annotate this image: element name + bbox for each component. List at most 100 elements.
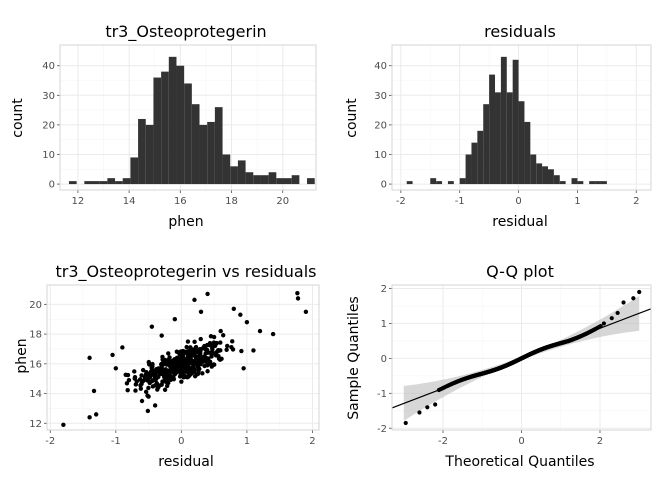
histogram-residuals-bars	[406, 56, 607, 185]
qq-point	[433, 402, 438, 407]
scatter-point	[241, 366, 246, 371]
scatter-point	[133, 382, 139, 387]
scatter-point	[140, 367, 146, 373]
histogram-bar	[524, 121, 531, 185]
scatter-point	[189, 368, 195, 373]
qq-plot-plot-area: -2 0 2 -2 -1 0 1 2	[377, 284, 652, 447]
scatter-point	[192, 353, 198, 359]
scatter-point	[162, 368, 168, 373]
scatter-point	[197, 348, 202, 353]
x-tick-label: 1	[244, 436, 250, 447]
scatter-point	[160, 371, 165, 377]
scatter-point	[164, 380, 170, 386]
scatter-point	[87, 355, 92, 361]
histogram-bar	[168, 56, 177, 185]
histogram-bar	[207, 121, 215, 185]
scatter-point	[162, 387, 168, 392]
scatter-point	[154, 367, 159, 372]
scatter-point	[159, 361, 164, 366]
qq-point	[417, 410, 422, 415]
scatter-point	[149, 324, 155, 329]
histogram-bar	[230, 166, 238, 185]
histogram-bar	[571, 178, 578, 185]
scatter-point	[195, 360, 201, 366]
histogram-residuals-title: residuals	[484, 22, 556, 41]
scatter-point	[169, 368, 174, 373]
histogram-residuals-panel-border	[391, 44, 652, 191]
histogram-bar	[447, 181, 454, 185]
histogram-bar	[191, 104, 200, 185]
scatter-point	[303, 309, 309, 314]
scatter-points	[61, 290, 309, 427]
histogram-bar	[122, 178, 131, 185]
scatter-point	[191, 364, 196, 370]
x-tick-label: 12	[72, 196, 85, 207]
y-tick-label: 30	[374, 91, 387, 102]
y-tick-label: 40	[42, 61, 55, 72]
histogram-bar	[553, 175, 560, 185]
scatter-point	[221, 333, 226, 338]
scatter-point	[132, 369, 137, 374]
scatter-point	[230, 347, 236, 352]
qq-plot-ylabel: Sample Quantiles	[346, 296, 362, 419]
histogram-bar	[495, 92, 501, 185]
x-tick-label: -2	[45, 436, 55, 447]
histogram-bar	[530, 154, 537, 185]
qq-plot-panel-border	[391, 284, 652, 431]
scatter-point	[139, 379, 145, 384]
scatter-point	[198, 309, 204, 314]
histogram-bar	[471, 142, 478, 185]
histogram-phen-panel-border	[59, 44, 317, 191]
scatter-point	[181, 355, 186, 360]
scatter-point	[188, 345, 193, 350]
histogram-bar	[477, 130, 484, 185]
x-tick-label: 2	[633, 196, 639, 207]
histogram-phen-ylabel: count	[10, 98, 26, 138]
scatter-point	[150, 361, 155, 367]
histogram-bar	[176, 65, 185, 185]
y-tick-label: 10	[42, 150, 55, 161]
x-tick-label: 18	[225, 196, 238, 207]
scatter-point	[215, 349, 221, 354]
scatter-point	[204, 342, 210, 348]
scatter-point	[225, 343, 230, 349]
scatter-point	[61, 422, 66, 427]
y-tick-label: 18	[29, 330, 42, 341]
scatter-point	[184, 344, 189, 350]
histogram-bar	[291, 175, 300, 185]
scatter-point	[150, 384, 156, 389]
scatter-point	[139, 373, 144, 378]
scatter-point	[192, 373, 198, 379]
x-tick-label: 20	[276, 196, 289, 207]
x-tick-label: 2	[309, 436, 315, 447]
scatter-point	[126, 377, 132, 383]
histogram-bar	[99, 181, 108, 185]
scatter-point	[93, 412, 99, 417]
scatter-point	[171, 376, 177, 382]
y-tick-label: 1	[381, 319, 387, 330]
scatter-point	[193, 344, 199, 350]
histogram-bar	[68, 181, 77, 185]
y-tick-label: 20	[374, 120, 387, 131]
scatter-point	[212, 343, 218, 348]
histogram-bar	[276, 178, 284, 185]
scatter-point	[87, 415, 92, 420]
histogram-bar	[430, 178, 437, 185]
scatter-point	[125, 372, 131, 378]
y-tick-label: 14	[29, 389, 42, 400]
scatter-point	[120, 345, 125, 350]
histogram-bar	[145, 124, 154, 185]
scatter-point	[192, 297, 197, 303]
scatter-point	[211, 334, 217, 340]
scatter-point	[173, 369, 178, 374]
scatter-point	[179, 379, 184, 384]
y-tick-label: -1	[377, 389, 387, 400]
qq-point	[425, 405, 430, 410]
scatter-point	[188, 371, 193, 377]
histogram-bar	[138, 118, 146, 185]
histogram-bar	[92, 181, 100, 185]
y-tick-label: 10	[374, 150, 387, 161]
qq-plot-title: Q-Q plot	[486, 262, 554, 281]
histogram-bar	[307, 178, 315, 185]
